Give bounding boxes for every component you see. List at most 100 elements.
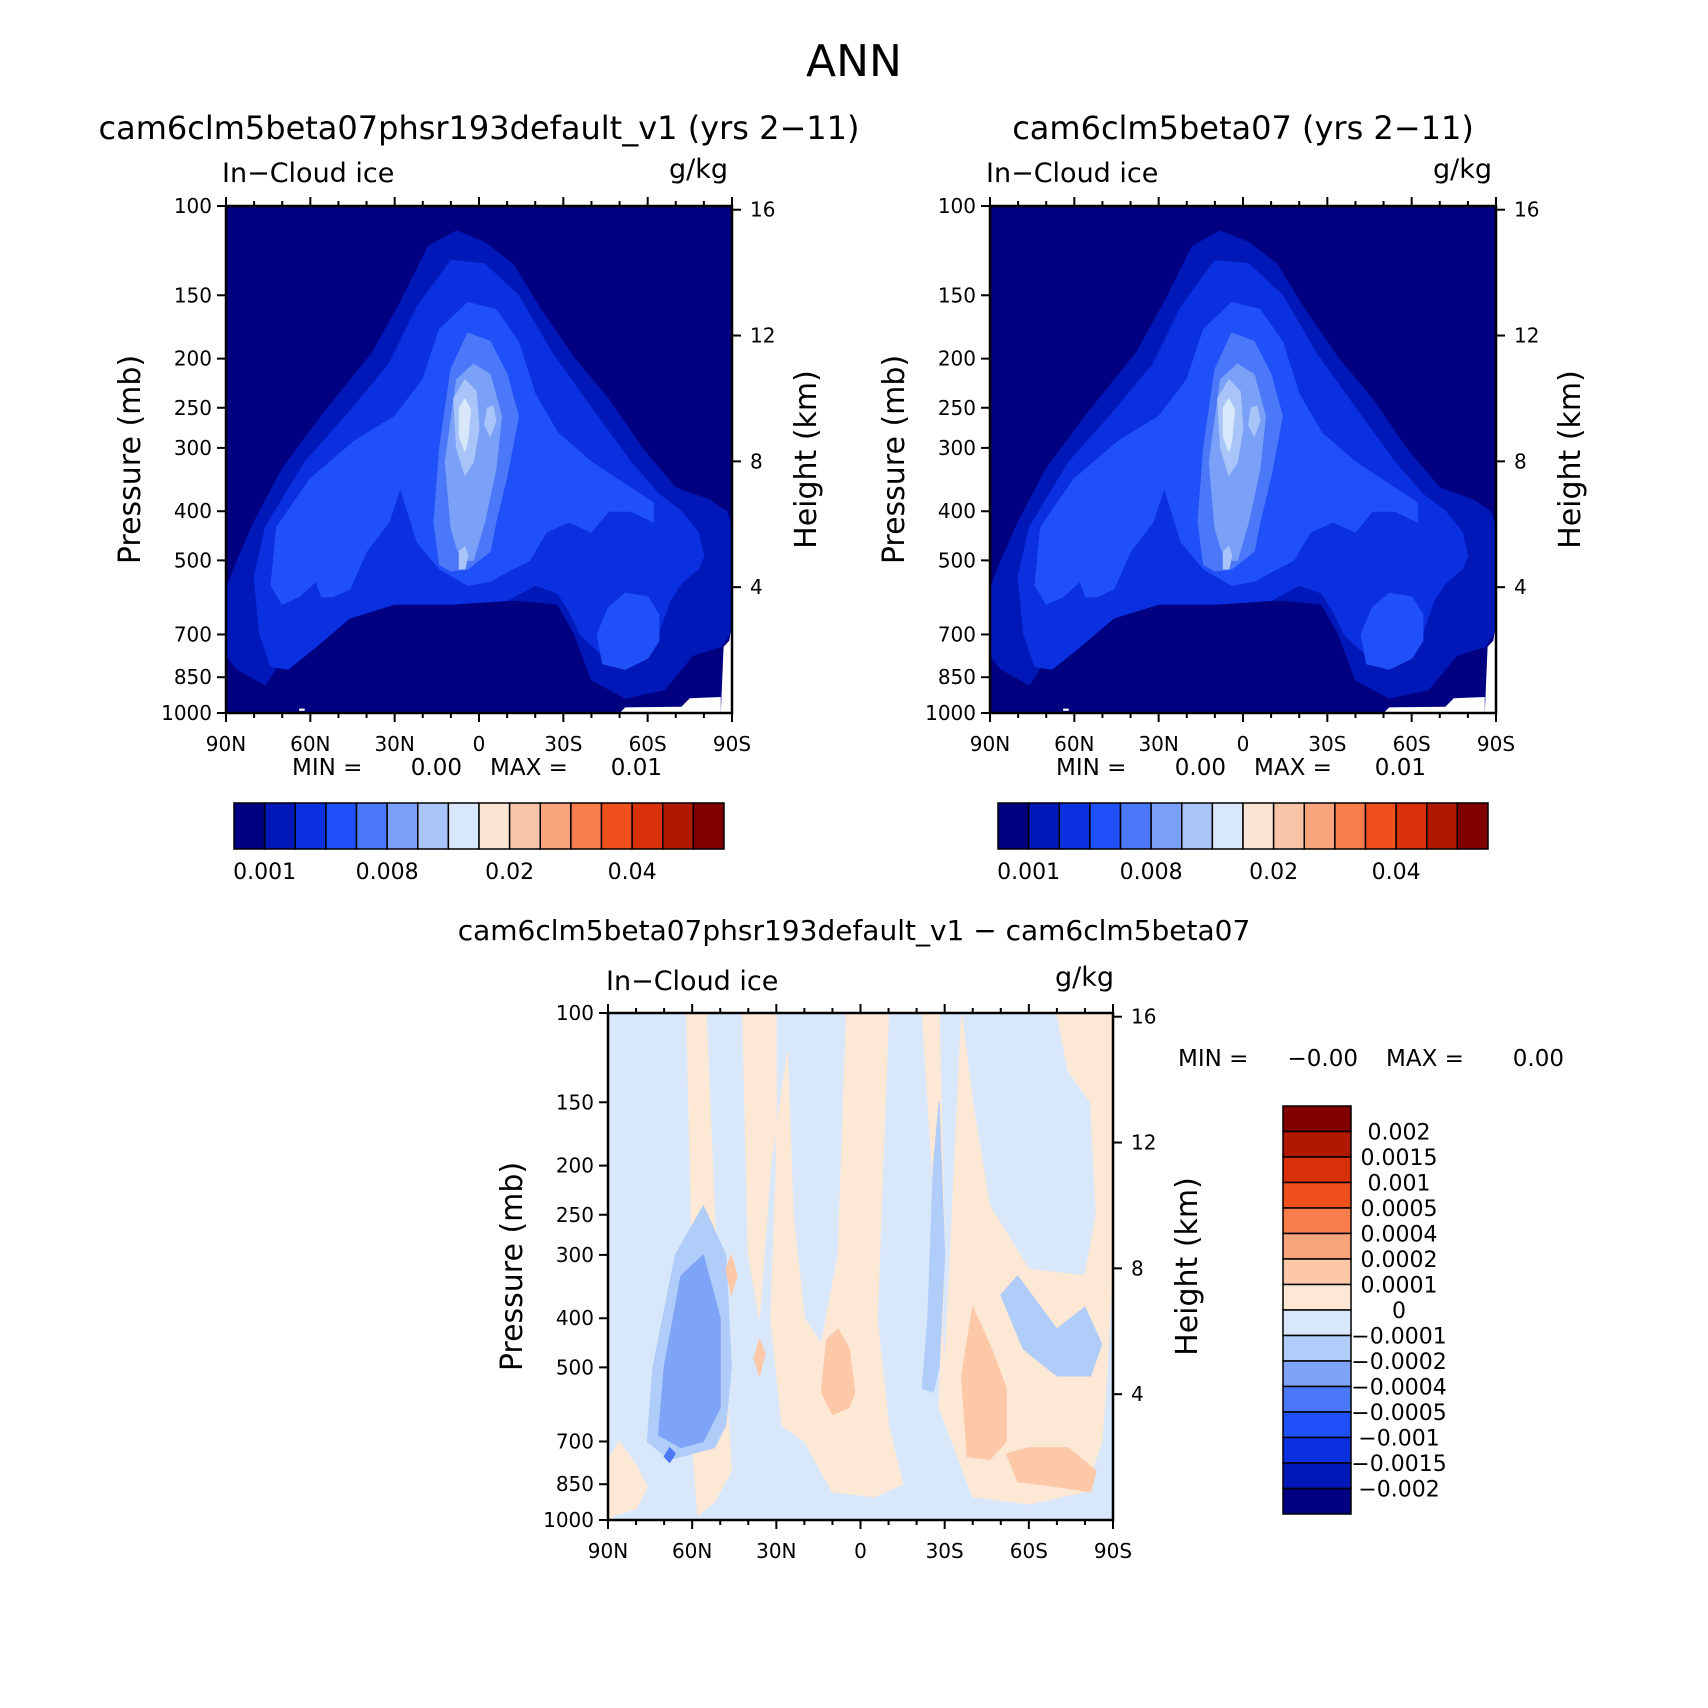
colorbar-box bbox=[1181, 802, 1214, 850]
colorbar-label: −0.0015 bbox=[1351, 1452, 1446, 1477]
colorbar-label: 0.001 bbox=[233, 860, 296, 885]
colorbar-label: 0.0001 bbox=[1361, 1274, 1438, 1299]
x-tick-label: 90S bbox=[1477, 732, 1515, 756]
missing-data-region bbox=[1484, 624, 1496, 713]
colorbar-label: 0 bbox=[1392, 1299, 1406, 1324]
colorbar-label: −0.002 bbox=[1358, 1478, 1439, 1503]
contour-region bbox=[663, 1447, 676, 1463]
colorbar-label: −0.0001 bbox=[1351, 1325, 1446, 1350]
y-tick-label: 700 bbox=[174, 622, 212, 646]
contour-field bbox=[226, 206, 732, 713]
colorbar-label: −0.0002 bbox=[1351, 1350, 1446, 1375]
panel-b-min-value: 0.00 bbox=[1175, 755, 1226, 781]
colorbar-box bbox=[1242, 802, 1275, 850]
y2-tick-label: 4 bbox=[1514, 575, 1527, 599]
y-tick-label: 1000 bbox=[925, 701, 976, 725]
panel-b-min-label: MIN = bbox=[1056, 755, 1126, 781]
panel-diff-min-value: −0.00 bbox=[1288, 1046, 1358, 1072]
colorbar-box bbox=[662, 802, 695, 850]
colorbar-label: 0.02 bbox=[1249, 860, 1298, 885]
y-tick-label: 700 bbox=[556, 1429, 594, 1453]
colorbar-box bbox=[233, 802, 266, 850]
colorbar-label: 0.008 bbox=[1120, 860, 1183, 885]
panel-diff-units: g/kg bbox=[1055, 962, 1114, 993]
colorbar-box bbox=[386, 802, 419, 850]
contour-region bbox=[1222, 398, 1236, 452]
x-tick-label: 90S bbox=[1094, 1539, 1132, 1563]
y2-tick-label: 12 bbox=[1514, 324, 1539, 348]
panel-a-max-value: 0.01 bbox=[611, 755, 662, 781]
colorbar-box bbox=[478, 802, 511, 850]
x-tick-label: 30N bbox=[756, 1539, 796, 1563]
contour-region bbox=[820, 1328, 856, 1416]
panel-diff-max-label: MAX = bbox=[1386, 1046, 1464, 1072]
y-tick-label: 250 bbox=[174, 396, 212, 420]
contour-region bbox=[1000, 1275, 1103, 1377]
colorbar-label: −0.0005 bbox=[1351, 1401, 1446, 1426]
y-tick-label: 500 bbox=[556, 1355, 594, 1379]
y-tick-label: 150 bbox=[938, 283, 976, 307]
x-tick-label: 0 bbox=[473, 732, 486, 756]
panel-diff-colorbar: 0.0020.00150.0010.00050.00040.00020.0001… bbox=[1282, 1105, 1447, 1515]
panel-diff-plot: 90N 60N 30N 0 30S 60S 90S 100 150 200 250 300 400 500… bbox=[495, 1001, 1205, 1563]
x-tick-label: 60S bbox=[1393, 732, 1431, 756]
colorbar-label: 0.002 bbox=[1368, 1121, 1431, 1146]
panel-a-plot: 90N 60N 30N 0 30S 60S 90S 100 150 200 250 300 400 500… bbox=[113, 194, 824, 756]
panel-b-colorbar: 0.001 0.008 0.02 0.04 bbox=[997, 802, 1489, 885]
colorbar-box bbox=[294, 802, 327, 850]
x-tick-label: 30S bbox=[1308, 732, 1346, 756]
y-tick-label: 150 bbox=[556, 1090, 594, 1114]
contour-region bbox=[1360, 592, 1424, 670]
y-tick-label: 850 bbox=[174, 665, 212, 689]
y2-axis-label: Height (km) bbox=[789, 370, 824, 549]
colorbar-box bbox=[1282, 1283, 1352, 1311]
contour-region bbox=[658, 1254, 721, 1449]
y-axis-label: Pressure (mb) bbox=[877, 355, 912, 564]
y-tick-label: 300 bbox=[174, 436, 212, 460]
colorbar-label: 0.02 bbox=[485, 860, 534, 885]
colorbar-box bbox=[692, 802, 725, 850]
missing-data-region bbox=[299, 708, 305, 711]
colorbar-box bbox=[1303, 802, 1336, 850]
x-tick-label: 30S bbox=[926, 1539, 964, 1563]
y-tick-label: 300 bbox=[556, 1243, 594, 1267]
colorbar-box bbox=[1282, 1105, 1352, 1133]
panel-a-min-label: MIN = bbox=[292, 755, 362, 781]
y-tick-label: 500 bbox=[174, 548, 212, 572]
y2-tick-label: 16 bbox=[750, 198, 775, 222]
contour-field bbox=[608, 1013, 1113, 1520]
colorbar-box bbox=[1282, 1360, 1352, 1388]
contour-region bbox=[1222, 546, 1233, 570]
colorbar-label: −0.001 bbox=[1358, 1427, 1439, 1452]
contour-region bbox=[725, 1254, 738, 1296]
colorbar-label: 0.04 bbox=[1372, 860, 1421, 885]
colorbar-box bbox=[1395, 802, 1428, 850]
x-tick-label: 60N bbox=[290, 732, 330, 756]
colorbar-label: 0.04 bbox=[608, 860, 657, 885]
panel-b-title: cam6clm5beta07 (yrs 2−11) bbox=[1012, 109, 1474, 147]
y2-tick-label: 16 bbox=[1514, 198, 1539, 222]
colorbar-box bbox=[508, 802, 541, 850]
y2-tick-label: 16 bbox=[1131, 1005, 1156, 1029]
colorbar-box bbox=[1027, 802, 1060, 850]
y2-tick-label: 4 bbox=[750, 575, 763, 599]
y-tick-label: 300 bbox=[938, 436, 976, 460]
y-tick-label: 200 bbox=[556, 1154, 594, 1178]
colorbar-box bbox=[263, 802, 296, 850]
y2-tick-label: 8 bbox=[1514, 449, 1527, 473]
colorbar-box bbox=[1282, 1462, 1352, 1490]
colorbar-box bbox=[1364, 802, 1397, 850]
panel-diff-min-label: MIN = bbox=[1178, 1046, 1248, 1072]
colorbar-box bbox=[1282, 1156, 1352, 1184]
colorbar-label: 0.0015 bbox=[1361, 1146, 1438, 1171]
x-tick-label: 0 bbox=[854, 1539, 867, 1563]
y-tick-label: 250 bbox=[938, 396, 976, 420]
contour-region bbox=[961, 1306, 1007, 1461]
y2-axis-label: Height (km) bbox=[1170, 1177, 1205, 1356]
colorbar-box bbox=[1282, 1207, 1352, 1235]
colorbar-box bbox=[1456, 802, 1489, 850]
y-tick-label: 100 bbox=[938, 194, 976, 218]
x-tick-label: 60S bbox=[629, 732, 667, 756]
colorbar-box bbox=[631, 802, 664, 850]
y-tick-label: 850 bbox=[938, 665, 976, 689]
